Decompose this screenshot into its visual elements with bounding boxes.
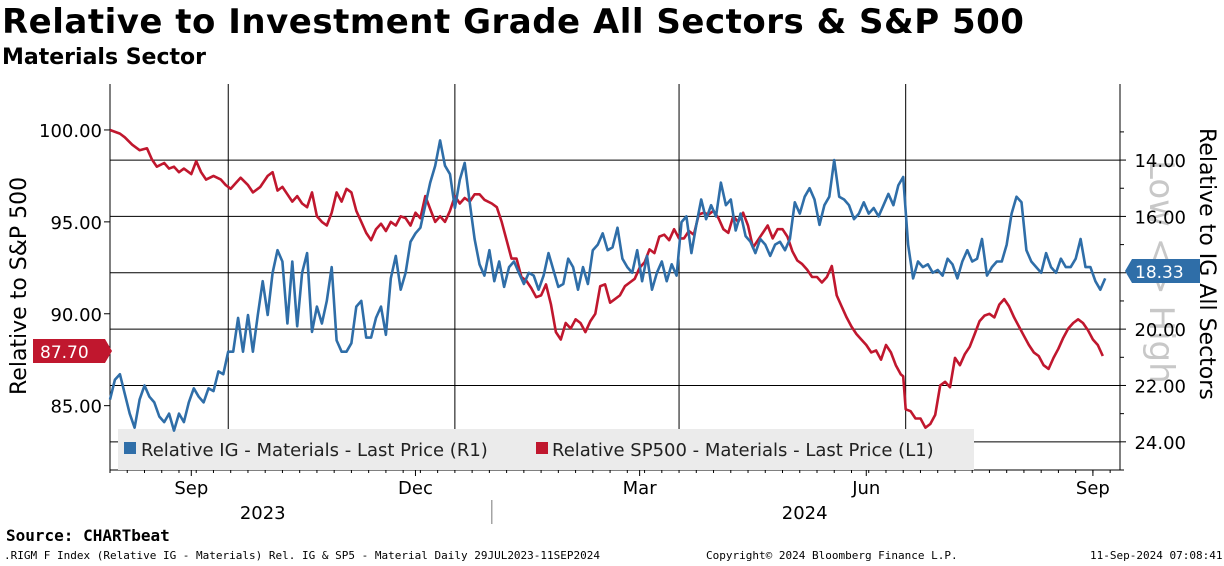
x-tick-label-month: Jun (851, 478, 880, 499)
timestamp: 11-Sep-2024 07:08:41 (1090, 549, 1223, 562)
x-tick-label-month: Sep (174, 478, 208, 499)
x-tick-label-year: 2024 (782, 503, 828, 524)
x-tick-label-year: 2023 (240, 503, 286, 524)
plot-frame (109, 84, 1121, 471)
last-value-badge-ig (1125, 259, 1200, 283)
copyright-note: Copyright© 2024 Bloomberg Finance L.P. (706, 549, 958, 562)
index-note: .RIGM F Index (Relative IG - Materials) … (4, 549, 601, 562)
y-tick-label-left: 90.00 (50, 305, 102, 326)
y-tick-label-right: 16.00 (1134, 207, 1186, 228)
series-line-sp500 (109, 128, 1104, 430)
x-tick-label-month: Sep (1076, 478, 1110, 499)
y-tick-label-right: 14.00 (1134, 151, 1186, 172)
legend-swatch-sp (536, 442, 548, 454)
axis-ticks: 100.0095.0090.0085.0014.0016.0018.0020.0… (39, 121, 1186, 524)
y-tick-label-left: 85.00 (50, 397, 102, 418)
x-tick-label-month: Dec (398, 478, 433, 499)
series-lines (108, 128, 1107, 432)
legend-swatch-ig (124, 442, 136, 454)
legend-label-ig: Relative IG - Materials - Last Price (R1… (141, 440, 488, 461)
y-axis-left-label: Relative to S&P 500 (7, 177, 32, 395)
chart-subtitle: Materials Sector (2, 45, 206, 70)
y-tick-label-right: 20.00 (1134, 320, 1186, 341)
legend-label-sp: Relative SP500 - Materials - Last Price … (552, 440, 934, 461)
x-tick-label-month: Mar (623, 478, 658, 499)
y-tick-label-left: 95.00 (50, 213, 102, 234)
gridlines (110, 84, 1120, 470)
source-note: Source: CHARTbeat (6, 526, 170, 545)
y-tick-label-left: 100.00 (39, 121, 102, 142)
series-line-ig (108, 139, 1107, 432)
y-tick-label-right: 24.00 (1134, 433, 1186, 454)
last-value-ig: 18.33 (1135, 263, 1184, 283)
y-tick-label-right: 22.00 (1134, 376, 1186, 397)
last-value-badge-sp (33, 339, 112, 363)
chart-title: Relative to Investment Grade All Sectors… (2, 2, 1025, 42)
last-value-sp: 87.70 (40, 343, 89, 363)
